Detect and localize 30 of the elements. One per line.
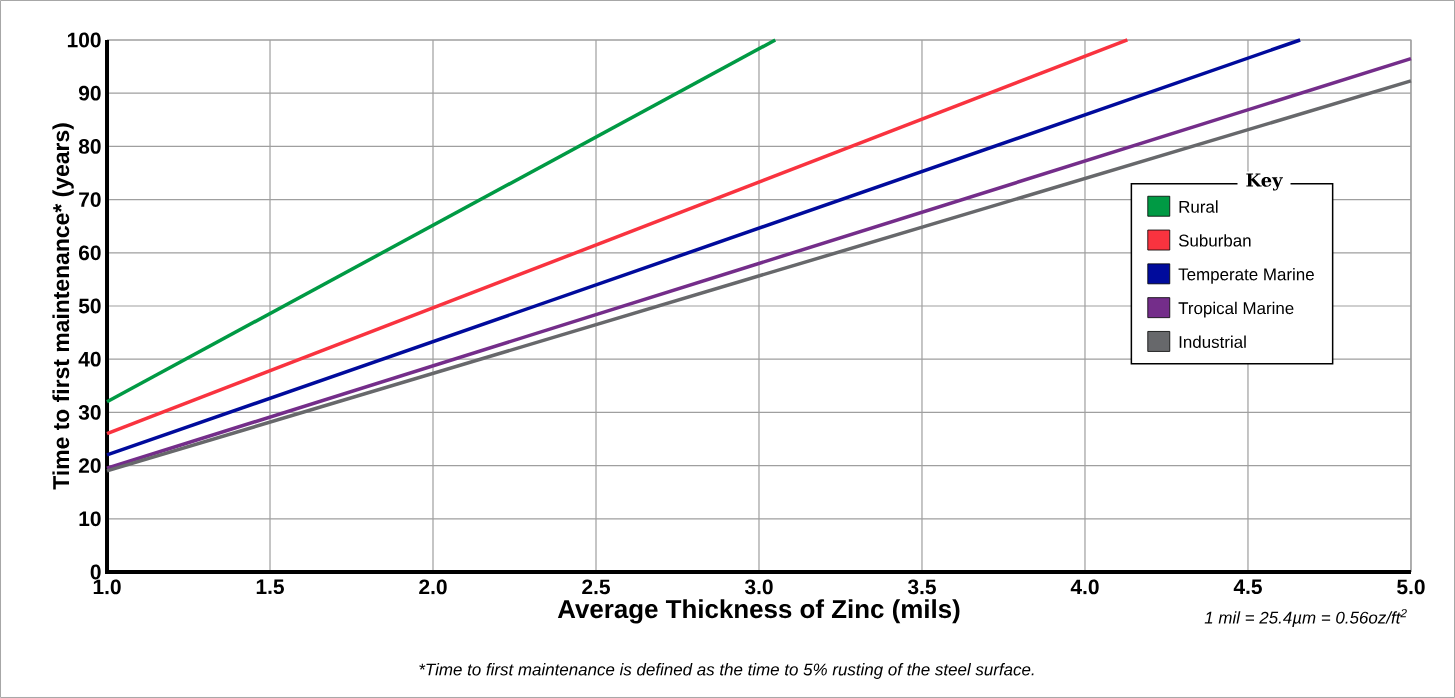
x-tick-label: 5.0 — [1397, 579, 1425, 595]
x-tick-label: 1.0 — [93, 579, 121, 595]
x-tick-label: 2.5 — [582, 579, 610, 595]
y-tick-label: 10 — [79, 511, 101, 527]
legend-title: Key — [1246, 173, 1283, 191]
y-tick-label: 20 — [78, 458, 101, 473]
legend-label: Industrial — [1179, 335, 1246, 348]
y-tick-label: 40 — [78, 351, 101, 367]
legend-label: Tropical Marine — [1178, 301, 1294, 318]
x-axis-title: Average Thickness of Zinc (mils) — [557, 599, 960, 624]
x-tick-label: 2.0 — [419, 579, 447, 595]
y-tick-label: 100 — [67, 32, 101, 48]
x-tick-label: 3.5 — [907, 579, 936, 595]
legend-label: Temperate Marine — [1178, 267, 1314, 284]
y-tick-label: 50 — [78, 298, 101, 314]
y-tick-label: 60 — [78, 245, 101, 261]
x-tick-label: 3.0 — [744, 579, 773, 595]
y-tick-label: 70 — [79, 192, 101, 207]
y-axis-title: Time to first maintenance* (years) — [52, 123, 74, 490]
y-tick-label: 0 — [90, 564, 101, 580]
legend-label: Rural — [1179, 200, 1218, 213]
x-tick-label: 1.5 — [256, 579, 284, 595]
text: *Time to first maintenance is defined as the time to 5% rusting of the steel surface. — [419, 663, 1034, 679]
y-tick-label: 30 — [78, 404, 101, 420]
y-tick-label: 90 — [78, 85, 101, 101]
x-tick-label: 4.0 — [1070, 579, 1099, 595]
y-tick-label: 80 — [78, 138, 101, 154]
x-tick-label: 4.5 — [1233, 579, 1262, 595]
legend-label: Suburban — [1178, 234, 1251, 247]
text: 1 mil = 25.4µm = 0.56oz/ft$^{2}$ — [1204, 608, 1407, 627]
